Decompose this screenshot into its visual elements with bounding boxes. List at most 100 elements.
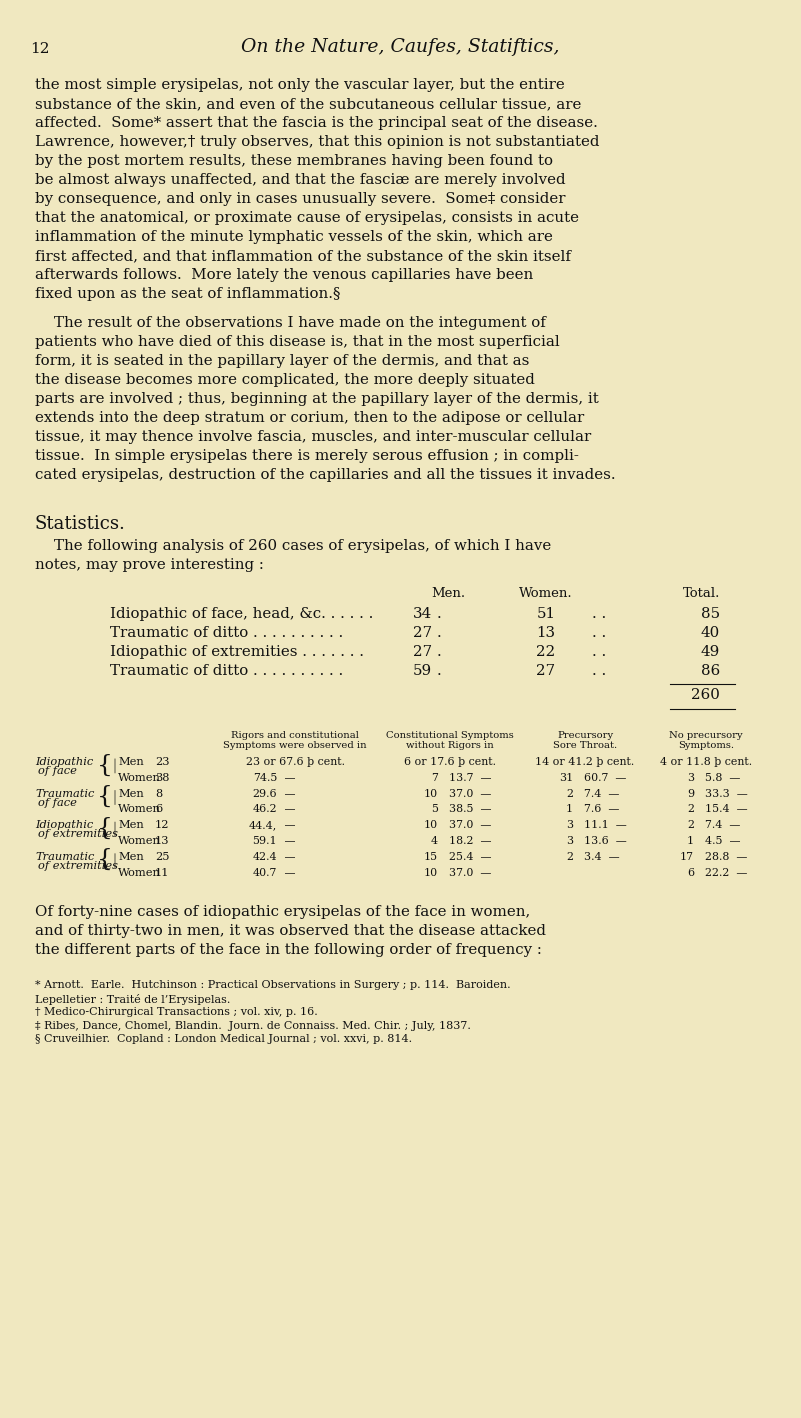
Text: 59: 59 xyxy=(413,664,432,678)
Text: 3: 3 xyxy=(687,773,694,783)
Text: Men: Men xyxy=(118,820,143,830)
Text: of face: of face xyxy=(38,797,77,807)
Text: Lawrence, however,† truly observes, that this opinion is not substantiated: Lawrence, however,† truly observes, that… xyxy=(35,135,599,149)
Text: 10: 10 xyxy=(424,820,438,830)
Text: On the Nature, Caufes, Statiftics,: On the Nature, Caufes, Statiftics, xyxy=(241,38,559,55)
Text: parts are involved ; thus, beginning at the papillary layer of the dermis, it: parts are involved ; thus, beginning at … xyxy=(35,391,599,406)
Text: 4 or 11.8 þ cent.: 4 or 11.8 þ cent. xyxy=(660,757,752,767)
Text: . .: . . xyxy=(592,645,606,659)
Text: 22.2  —: 22.2 — xyxy=(698,868,747,878)
Text: Idiopathic of extremities . . . . . . .: Idiopathic of extremities . . . . . . . xyxy=(110,645,364,659)
Text: 60.7  —: 60.7 — xyxy=(577,773,626,783)
Text: —: — xyxy=(281,837,296,847)
Text: 46.2: 46.2 xyxy=(252,804,277,814)
Text: without Rigors in: without Rigors in xyxy=(406,742,494,750)
Text: 40.7: 40.7 xyxy=(252,868,277,878)
Text: . .: . . xyxy=(592,625,606,640)
Text: 11.1  —: 11.1 — xyxy=(577,820,626,830)
Text: 13.6  —: 13.6 — xyxy=(577,837,626,847)
Text: Idiopathic: Idiopathic xyxy=(35,820,93,830)
Text: 37.0  —: 37.0 — xyxy=(442,788,491,798)
Text: inflammation of the minute lymphatic vessels of the skin, which are: inflammation of the minute lymphatic ves… xyxy=(35,230,553,244)
Text: 10: 10 xyxy=(424,868,438,878)
Text: 6 or 17.6 þ cent.: 6 or 17.6 þ cent. xyxy=(404,757,496,767)
Text: 13: 13 xyxy=(155,837,170,847)
Text: Men: Men xyxy=(118,788,143,798)
Text: Women: Women xyxy=(118,804,161,814)
Text: the different parts of the face in the following order of frequency :: the different parts of the face in the f… xyxy=(35,943,541,957)
Text: of face: of face xyxy=(38,766,77,776)
Text: Of forty-nine cases of idiopathic erysipelas of the face in women,: Of forty-nine cases of idiopathic erysip… xyxy=(35,906,530,919)
Text: 25.4  —: 25.4 — xyxy=(442,852,492,862)
Text: tissue.  In simple erysipelas there is merely serous effusion ; in compli-: tissue. In simple erysipelas there is me… xyxy=(35,450,579,464)
Text: 5.8  —: 5.8 — xyxy=(698,773,740,783)
Text: 85: 85 xyxy=(701,607,720,621)
Text: .: . xyxy=(437,664,441,678)
Text: 3: 3 xyxy=(566,837,573,847)
Text: patients who have died of this disease is, that in the most superficial: patients who have died of this disease i… xyxy=(35,335,560,349)
Text: 38.5  —: 38.5 — xyxy=(442,804,492,814)
Text: 4.5  —: 4.5 — xyxy=(698,837,740,847)
Text: {: { xyxy=(97,786,113,808)
Text: .: . xyxy=(437,645,441,659)
Text: § Cruveilhier.  Copland : London Medical Journal ; vol. xxvi, p. 814.: § Cruveilhier. Copland : London Medical … xyxy=(35,1034,413,1045)
Text: tissue, it may thence involve fascia, muscles, and inter-muscular cellular: tissue, it may thence involve fascia, mu… xyxy=(35,430,591,444)
Text: 6: 6 xyxy=(687,868,694,878)
Text: Symptoms.: Symptoms. xyxy=(678,742,734,750)
Text: —: — xyxy=(281,868,296,878)
Text: 38: 38 xyxy=(155,773,170,783)
Text: the disease becomes more complicated, the more deeply situated: the disease becomes more complicated, th… xyxy=(35,373,535,387)
Text: of extremities: of extremities xyxy=(38,830,118,839)
Text: 49: 49 xyxy=(701,645,720,659)
Text: that the anatomical, or proximate cause of erysipelas, consists in acute: that the anatomical, or proximate cause … xyxy=(35,211,579,225)
Text: Women: Women xyxy=(118,773,161,783)
Text: 5: 5 xyxy=(431,804,438,814)
Text: form, it is seated in the papillary layer of the dermis, and that as: form, it is seated in the papillary laye… xyxy=(35,354,529,369)
Text: Men: Men xyxy=(118,757,143,767)
Text: * Arnott.  Earle.  Hutchinson : Practical Observations in Surgery ; p. 114.  Bar: * Arnott. Earle. Hutchinson : Practical … xyxy=(35,980,510,990)
Text: The following analysis of 260 cases of erysipelas, of which I have: The following analysis of 260 cases of e… xyxy=(35,539,551,553)
Text: 3: 3 xyxy=(566,820,573,830)
Text: Traumatic of ditto . . . . . . . . . .: Traumatic of ditto . . . . . . . . . . xyxy=(110,664,344,678)
Text: 34: 34 xyxy=(413,607,432,621)
Text: Women: Women xyxy=(118,837,161,847)
Text: extends into the deep stratum or corium, then to the adipose or cellular: extends into the deep stratum or corium,… xyxy=(35,411,584,425)
Text: and of thirty-two in men, it was observed that the disease attacked: and of thirty-two in men, it was observe… xyxy=(35,925,546,939)
Text: substance of the skin, and even of the subcutaneous cellular tissue, are: substance of the skin, and even of the s… xyxy=(35,96,582,111)
Text: 2: 2 xyxy=(687,804,694,814)
Text: first affected, and that inflammation of the substance of the skin itself: first affected, and that inflammation of… xyxy=(35,250,571,262)
Text: 11: 11 xyxy=(155,868,170,878)
Text: .: . xyxy=(437,625,441,640)
Text: 37.0  —: 37.0 — xyxy=(442,820,491,830)
Text: 2: 2 xyxy=(687,820,694,830)
Text: affected.  Some* assert that the fascia is the principal seat of the disease.: affected. Some* assert that the fascia i… xyxy=(35,116,598,130)
Text: 44.4,: 44.4, xyxy=(249,820,277,830)
Text: 18.2  —: 18.2 — xyxy=(442,837,492,847)
Text: 2: 2 xyxy=(566,852,573,862)
Text: 7: 7 xyxy=(431,773,438,783)
Text: 12: 12 xyxy=(155,820,170,830)
Text: .: . xyxy=(437,607,441,621)
Text: {: { xyxy=(97,753,113,777)
Text: Idiopathic of face, head, &c. . . . . .: Idiopathic of face, head, &c. . . . . . xyxy=(110,607,373,621)
Text: Traumatic: Traumatic xyxy=(35,788,95,798)
Text: Men.: Men. xyxy=(431,587,465,600)
Text: 3.4  —: 3.4 — xyxy=(577,852,620,862)
Text: 7.6  —: 7.6 — xyxy=(577,804,619,814)
Text: by the post mortem results, these membranes having been found to: by the post mortem results, these membra… xyxy=(35,155,553,167)
Text: fixed upon as the seat of inflammation.§: fixed upon as the seat of inflammation.§ xyxy=(35,286,340,301)
Text: 14 or 41.2 þ cent.: 14 or 41.2 þ cent. xyxy=(535,757,634,767)
Text: Total.: Total. xyxy=(682,587,720,600)
Text: cated erysipelas, destruction of the capillaries and all the tissues it invades.: cated erysipelas, destruction of the cap… xyxy=(35,468,616,482)
Text: 25: 25 xyxy=(155,852,170,862)
Text: 13.7  —: 13.7 — xyxy=(442,773,492,783)
Text: the most simple erysipelas, not only the vascular layer, but the entire: the most simple erysipelas, not only the… xyxy=(35,78,565,92)
Text: be almost always unaffected, and that the fasciæ are merely involved: be almost always unaffected, and that th… xyxy=(35,173,566,187)
Text: Rigors and constitutional: Rigors and constitutional xyxy=(231,732,359,740)
Text: —: — xyxy=(281,773,296,783)
Text: Traumatic: Traumatic xyxy=(35,852,95,862)
Text: The result of the observations I have made on the integument of: The result of the observations I have ma… xyxy=(35,316,545,330)
Text: 1: 1 xyxy=(687,837,694,847)
Text: 9: 9 xyxy=(687,788,694,798)
Text: † Medico-Chirurgical Transactions ; vol. xiv, p. 16.: † Medico-Chirurgical Transactions ; vol.… xyxy=(35,1007,318,1017)
